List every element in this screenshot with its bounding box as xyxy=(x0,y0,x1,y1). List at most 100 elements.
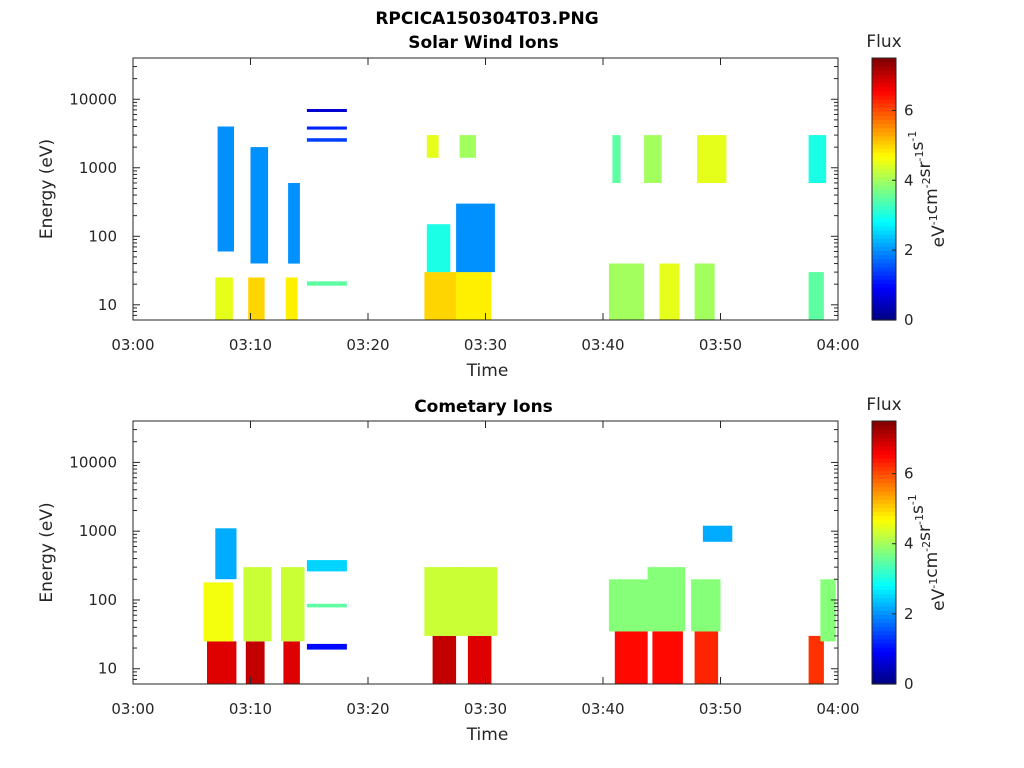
colorbar-step xyxy=(872,66,896,71)
colorbar-step xyxy=(872,536,896,541)
colorbar-step xyxy=(872,172,896,178)
flux-patch xyxy=(608,263,645,320)
colorbar-step xyxy=(872,433,896,439)
flux-patch xyxy=(207,641,237,684)
flux-patch xyxy=(306,109,347,112)
flux-patch xyxy=(245,641,265,684)
colorbar-step xyxy=(872,209,896,215)
colorbar-step xyxy=(872,568,896,574)
colorbar-step xyxy=(872,573,896,578)
colorbar-step xyxy=(872,470,896,476)
colorbar-step xyxy=(872,311,896,317)
flux-patch xyxy=(215,277,233,320)
colorbar-step xyxy=(872,445,896,451)
colorbar-step xyxy=(872,86,896,92)
flux-patch xyxy=(808,135,827,183)
colorbar-step xyxy=(872,647,896,652)
colorbar-step xyxy=(872,156,896,161)
flux-patch xyxy=(306,138,347,142)
colorbar-step xyxy=(872,242,896,247)
colorbar-step xyxy=(872,62,896,67)
colorbar-step xyxy=(872,254,896,260)
x-tick-label: 03:40 xyxy=(581,700,624,718)
colorbar-step xyxy=(872,667,896,673)
colorbar-step xyxy=(872,246,896,251)
colorbar-step xyxy=(872,176,896,182)
colorbar-step xyxy=(872,74,896,80)
colorbar-step xyxy=(872,486,896,492)
flux-patch xyxy=(691,579,721,632)
colorbar-step xyxy=(872,90,896,96)
colorbar-step xyxy=(872,490,896,496)
flux-patch xyxy=(424,272,460,320)
x-tick-label: 03:20 xyxy=(346,700,389,718)
colorbar-unit-label: eV-1cm-2sr-1s-1 xyxy=(906,494,949,611)
colorbar-step xyxy=(872,527,896,533)
y-tick-label: 1000 xyxy=(79,522,117,540)
colorbar-step xyxy=(872,274,896,280)
colorbar-step xyxy=(872,655,896,660)
flux-patch xyxy=(467,635,492,684)
colorbar-step xyxy=(872,638,896,644)
colorbar-step xyxy=(872,197,896,202)
colorbar-step xyxy=(872,552,896,558)
colorbar-step xyxy=(872,663,896,669)
colorbar-step xyxy=(872,630,896,636)
colorbar-step xyxy=(872,581,896,586)
spectrogram-data xyxy=(215,109,827,320)
colorbar-step xyxy=(872,139,896,145)
colorbar-step xyxy=(872,421,896,426)
colorbar-step xyxy=(872,213,896,219)
x-tick-label: 03:00 xyxy=(111,700,154,718)
colorbar-step xyxy=(872,540,896,545)
colorbar-step xyxy=(872,494,896,500)
solar-wind-ions-panel: 03:00 03:10 03:20 03:30 03:40 03:50 04:00 10 100… xyxy=(37,32,949,381)
colorbar-step xyxy=(872,544,896,549)
x-tick-label: 03:50 xyxy=(699,700,742,718)
colorbar-step xyxy=(872,597,896,603)
colorbar-step xyxy=(872,131,896,137)
flux-patch xyxy=(612,135,621,183)
x-tick-label: 03:00 xyxy=(111,336,154,354)
flux-patch xyxy=(659,263,680,320)
colorbar-step xyxy=(872,205,896,211)
colorbar-frame xyxy=(871,57,897,321)
colorbar: 0 2 4 6 Flux eV-1cm-2sr-1s-1 xyxy=(866,395,949,693)
flux-patch xyxy=(614,631,648,684)
colorbar-step xyxy=(872,160,896,166)
colorbar-step xyxy=(872,589,896,595)
x-tick-label: 03:30 xyxy=(464,336,507,354)
colorbar-step xyxy=(872,457,896,463)
flux-patch xyxy=(697,135,727,183)
flux-patch xyxy=(250,147,269,264)
colorbar-step xyxy=(872,135,896,141)
colorbar-step xyxy=(872,531,896,537)
flux-patch xyxy=(285,277,298,320)
colorbar-step xyxy=(872,299,896,305)
flux-patch xyxy=(694,631,719,684)
flux-patch xyxy=(283,641,300,684)
flux-patch xyxy=(694,263,715,320)
flux-patch xyxy=(647,567,686,632)
colorbar-step xyxy=(872,679,896,685)
flux-patch xyxy=(644,135,662,183)
colorbar-step xyxy=(872,519,896,525)
colorbar-unit-label: eV-1cm-2sr-1s-1 xyxy=(906,131,949,248)
flux-patch xyxy=(306,603,347,608)
colorbar-step xyxy=(872,499,896,504)
colorbar-step xyxy=(872,164,896,170)
colorbar-step xyxy=(872,626,896,632)
colorbar-title: Flux xyxy=(866,32,901,52)
colorbar-step xyxy=(872,70,896,75)
colorbar-tick-label: 2 xyxy=(904,605,914,623)
colorbar-step xyxy=(872,593,896,599)
flux-patch xyxy=(306,643,347,650)
y-tick-label: 100 xyxy=(88,591,117,609)
colorbar-tick-label: 6 xyxy=(904,101,914,119)
colorbar-step xyxy=(872,556,896,562)
flux-patch xyxy=(424,567,462,636)
colorbar-step xyxy=(872,123,896,129)
colorbar-step xyxy=(872,262,896,268)
flux-patch xyxy=(456,567,498,636)
colorbar-step xyxy=(872,675,896,681)
